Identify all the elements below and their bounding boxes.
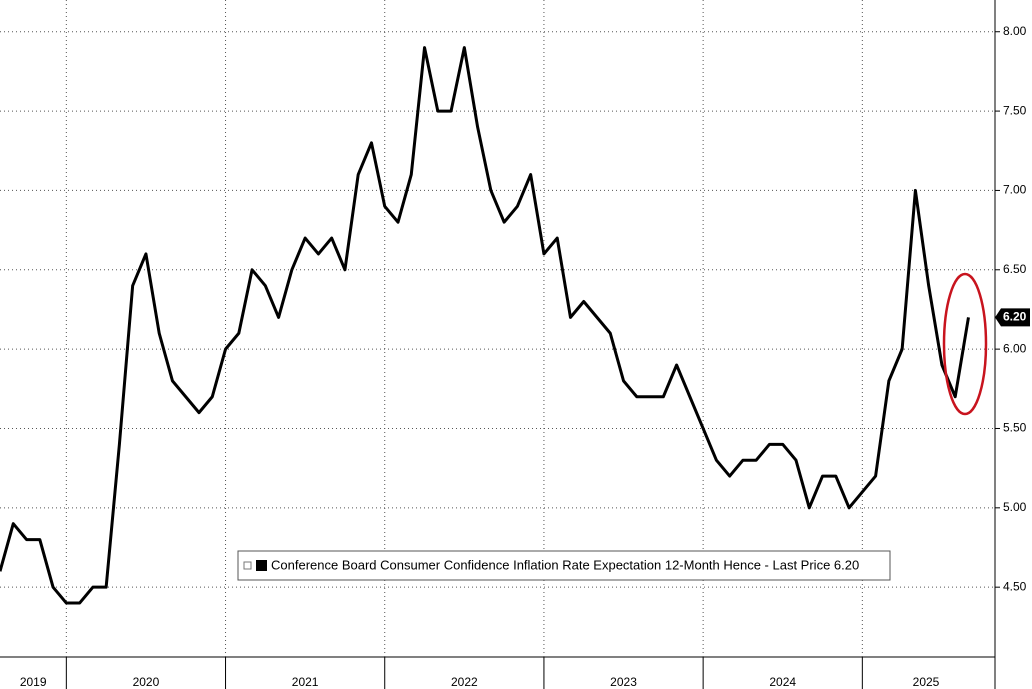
y-tick-label: 4.50: [1003, 579, 1027, 593]
x-tick-label: 2020: [133, 675, 160, 689]
x-tick-label: 2019: [20, 675, 47, 689]
x-tick-label: 2022: [451, 675, 478, 689]
legend-text: Conference Board Consumer Confidence Inf…: [271, 557, 859, 572]
y-tick-label: 7.00: [1003, 183, 1027, 197]
y-tick-label: 5.50: [1003, 421, 1027, 435]
y-tick-label: 6.50: [1003, 262, 1027, 276]
legend-swatch: [256, 560, 267, 571]
legend-toggle: [243, 561, 252, 570]
x-tick-label: 2021: [292, 675, 319, 689]
y-tick-label: 7.50: [1003, 103, 1027, 117]
last-price-label: 6.20: [1003, 310, 1027, 324]
x-tick-label: 2025: [913, 675, 940, 689]
x-tick-label: 2023: [610, 675, 637, 689]
highlight-ellipse: [942, 272, 988, 416]
line-series: [0, 46, 970, 605]
y-tick-label: 5.00: [1003, 500, 1027, 514]
legend-box: [237, 550, 891, 581]
last-price-tag: [995, 308, 1030, 327]
y-tick-label: 6.00: [1003, 341, 1027, 355]
y-tick-label: 8.00: [1003, 24, 1027, 38]
x-tick-label: 2024: [769, 675, 796, 689]
